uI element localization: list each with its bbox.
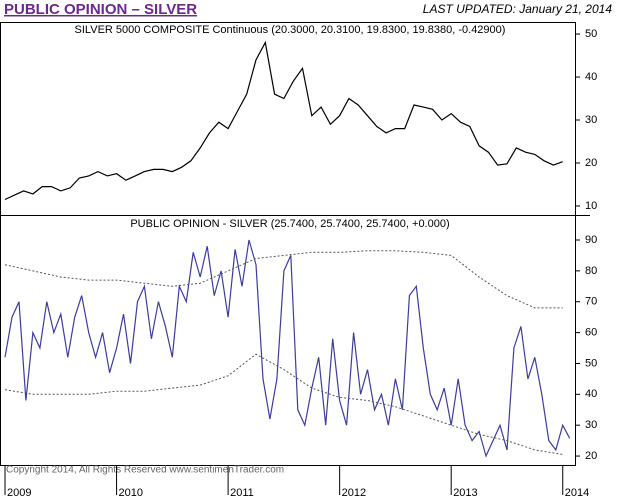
- band-line: [4, 353, 563, 455]
- y-tick-label: 20: [585, 157, 597, 169]
- y-tick-label: 50: [585, 28, 597, 40]
- x-tick-label: 2009: [7, 487, 31, 499]
- copyright: Copyright 2014, All Rights Reserved www.…: [6, 465, 284, 476]
- y-tick-label: 60: [585, 326, 597, 338]
- page-title: PUBLIC OPINION – SILVER: [4, 1, 197, 18]
- x-tick-label: 2011: [230, 487, 254, 499]
- x-tick-label: 2012: [342, 487, 366, 499]
- y-tick-label: 70: [585, 296, 597, 308]
- y-tick-label: 90: [585, 234, 597, 246]
- y-tick-label: 40: [585, 388, 597, 400]
- last-updated: LAST UPDATED: January 21, 2014: [423, 2, 613, 16]
- frame: [0, 22, 576, 466]
- y-tick-label: 50: [585, 357, 597, 369]
- panel-title: PUBLIC OPINION - SILVER (25.7400, 25.740…: [130, 218, 449, 230]
- x-tick-label: 2014: [565, 487, 589, 499]
- y-tick-label: 20: [585, 450, 597, 462]
- data-line: [4, 239, 571, 458]
- y-tick-label: 30: [585, 114, 597, 126]
- panel-title: SILVER 5000 COMPOSITE Continuous (20.300…: [75, 24, 506, 36]
- band-line: [4, 250, 563, 309]
- x-tick-label: 2013: [453, 487, 477, 499]
- y-tick-label: 80: [585, 265, 597, 277]
- y-tick-label: 30: [585, 419, 597, 431]
- y-tick-label: 40: [585, 71, 597, 83]
- x-tick-label: 2010: [119, 487, 143, 499]
- y-tick-label: 10: [585, 200, 597, 212]
- data-line: [4, 40, 563, 201]
